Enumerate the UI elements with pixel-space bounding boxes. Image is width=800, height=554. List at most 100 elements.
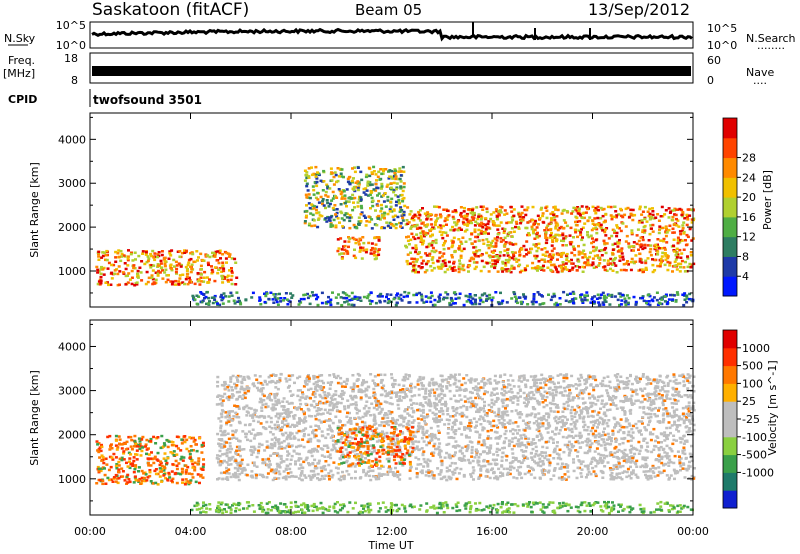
heatmap-cell [177,462,181,465]
heatmap-cell [318,214,322,217]
heatmap-cell [622,263,626,266]
heatmap-cell [166,445,170,449]
heatmap-cell [468,221,472,224]
heatmap-cell [603,465,607,468]
heatmap-cell [373,254,377,257]
heatmap-cell [522,216,526,219]
heatmap-cell [156,253,160,256]
heatmap-cell [547,255,551,258]
heatmap-cell [440,233,444,237]
heatmap-cell [399,206,403,209]
heatmap-cell [235,276,239,279]
heatmap-cell [308,302,312,306]
heatmap-cell [474,235,478,239]
heatmap-cell [487,232,490,235]
heatmap-cell [685,301,689,304]
heatmap-cell [557,456,561,459]
heatmap-cell [423,224,427,227]
heatmap-cell [409,262,412,265]
heatmap-cell [663,295,667,298]
heatmap-cell [328,453,332,456]
heatmap-cell [646,445,650,448]
heatmap-cell [511,397,515,400]
heatmap-cell [531,205,535,209]
heatmap-cell [574,207,578,210]
heatmap-cell [646,257,650,260]
heatmap-cell [357,243,361,246]
heatmap-cell [496,270,500,273]
heatmap-cell [479,218,483,221]
heatmap-cell [392,190,396,194]
heatmap-cell [519,218,523,221]
heatmap-cell [430,258,434,261]
heatmap-cell [564,428,567,431]
heatmap-cell [592,386,595,389]
heatmap-cell [310,224,314,228]
heatmap-cell [359,398,363,401]
heatmap-cell [157,251,161,254]
heatmap-cell [672,223,676,227]
heatmap-cell [311,213,315,217]
heatmap-cell [369,302,372,306]
heatmap-cell [526,303,530,306]
heatmap-cell [600,461,604,465]
heatmap-cell [412,235,415,239]
heatmap-cell [137,479,141,482]
heatmap-cell [582,243,586,247]
heatmap-cell [417,393,421,397]
heatmap-cell [562,227,566,230]
heatmap-cell [473,267,477,271]
heatmap-cell [342,252,346,255]
heatmap-cell [301,393,305,396]
heatmap-cell [351,197,355,200]
heatmap-cell [187,276,191,280]
heatmap-cell [100,265,103,269]
heatmap-cell [99,267,103,271]
heatmap-cell [653,475,657,478]
heatmap-cell [636,228,640,231]
heatmap-cell [501,425,505,429]
heatmap-cell [509,205,513,209]
heatmap-cell [336,179,340,183]
heatmap-cell [466,220,470,224]
heatmap-cell [562,402,566,406]
heatmap-cell [312,193,316,196]
heatmap-cell [689,254,693,257]
heatmap-cell [670,449,674,453]
heatmap-cell [292,437,296,440]
heatmap-cell [591,205,595,209]
heatmap-cell [552,247,556,250]
heatmap-cell [647,474,651,478]
heatmap-cell [158,463,162,467]
heatmap-cell [476,222,480,225]
heatmap-cell [189,270,193,274]
heatmap-cell [211,251,214,255]
heatmap-cell [627,456,631,459]
heatmap-cell [412,266,416,270]
heatmap-cell [657,231,661,235]
heatmap-cell [517,227,521,230]
heatmap-cell [352,303,356,307]
heatmap-cell [467,208,471,211]
heatmap-cell [673,264,677,267]
heatmap-cell [245,473,249,477]
nsky-label: N.Sky [4,32,36,45]
heatmap-cell [550,244,554,247]
heatmap-cell [393,175,396,178]
heatmap-cell [607,419,611,422]
heatmap-cell [380,172,384,176]
heatmap-cell [502,244,506,247]
heatmap-cell [606,259,610,262]
heatmap-cell [303,293,307,296]
heatmap-cell [229,278,233,282]
heatmap-cell [354,238,358,241]
heatmap-cell [452,375,456,378]
heatmap-cell [603,433,607,437]
heatmap-cell [315,448,318,452]
heatmap-cell [394,441,398,445]
heatmap-cell [624,240,628,243]
heatmap-cell [374,173,378,176]
heatmap-cell [555,268,558,271]
heatmap-cell [359,220,363,223]
power-cbar-label: Power [dB] [761,170,774,230]
